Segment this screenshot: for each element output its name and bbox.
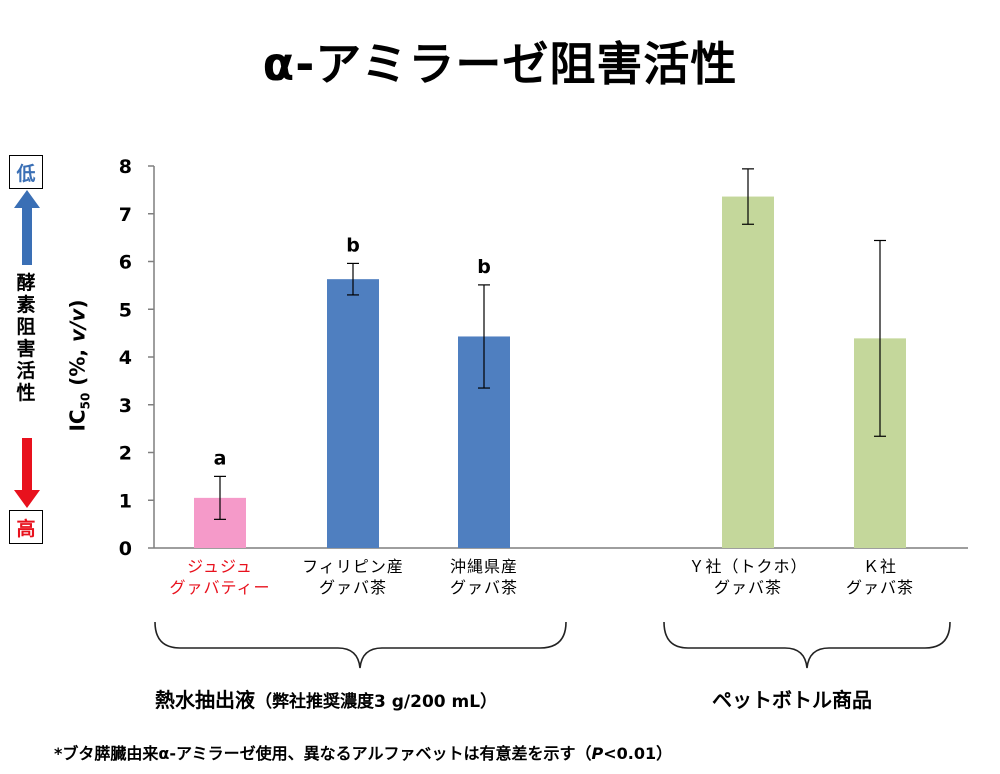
bar: [327, 279, 379, 548]
side-label-char: 阻: [16, 316, 36, 338]
y-tick-label: 3: [119, 395, 132, 417]
hot-water-extract-label: 熱水抽出液（弊社推奨濃度3 g/200 mL）: [155, 684, 497, 713]
footnote: *ブタ膵臓由来α-アミラーゼ使用、異なるアルファベットは有意差を示す（P<0.0…: [54, 744, 673, 763]
y-tick-label: 8: [119, 156, 132, 178]
y-tick-label: 0: [119, 538, 132, 560]
significance-label: b: [346, 234, 360, 256]
high-indicator-box: 高: [9, 510, 43, 544]
side-label-char: 性: [16, 382, 36, 404]
low-label: 低: [16, 162, 36, 185]
left-group-brace: [154, 621, 567, 669]
y-tick-label: 7: [119, 204, 132, 226]
up-arrow-icon: [14, 190, 40, 265]
category-label-line: ジュジュ: [187, 557, 253, 576]
hot-water-extract-main: 熱水抽出液: [155, 688, 255, 712]
down-arrow-icon: [14, 438, 40, 508]
category-label: ジュジュグァバティー: [140, 556, 300, 598]
y-tick-label: 6: [119, 252, 132, 274]
category-label-line: グァバ茶: [318, 578, 387, 597]
y-tick-label: 5: [119, 299, 132, 321]
significance-label: b: [477, 256, 491, 278]
category-label: 沖縄県産 グァバ茶: [404, 556, 564, 598]
category-label-line: グァバ茶: [713, 578, 782, 597]
low-indicator-box: 低: [9, 155, 43, 189]
significance-label: a: [214, 447, 227, 469]
group-braces: [154, 621, 951, 669]
y-tick-label: 1: [119, 490, 132, 512]
category-label-line: グァバティー: [169, 578, 271, 597]
high-label: 高: [16, 517, 36, 540]
bar: [722, 196, 774, 548]
enzyme-inhibition-label: 酵素阻害活性: [14, 272, 38, 404]
y-tick-label: 2: [119, 443, 132, 465]
side-label-char: 素: [16, 294, 36, 316]
side-label-char: 害: [16, 338, 36, 360]
side-label-char: 活: [16, 360, 36, 382]
pet-bottle-label: ペットボトル商品: [712, 688, 872, 712]
recommended-concentration: （弊社推奨濃度3 g/200 mL）: [255, 692, 498, 712]
y-tick-label: 4: [119, 347, 132, 369]
category-label-line: グァバ茶: [449, 578, 518, 597]
side-label-char: 酵: [16, 272, 36, 294]
category-label: Ｙ社（トクホ） グァバ茶: [668, 556, 828, 598]
category-label-line: Ｙ社（トクホ）: [688, 557, 808, 576]
category-label: Ｋ社グァバ茶: [800, 556, 960, 598]
category-label-line: Ｋ社: [862, 557, 897, 576]
right-group-brace: [663, 621, 951, 669]
category-label-line: グァバ茶: [845, 578, 914, 597]
category-label-line: 沖縄県産: [449, 557, 518, 576]
bar-chart: 0 1 2 3 4 5 6 7 8 a b b: [119, 156, 968, 560]
page-title: α-アミラーゼ阻害活性: [262, 37, 738, 91]
category-label: フィリピン産 グァバ茶: [273, 556, 433, 598]
category-label-line: フィリピン産: [302, 557, 404, 576]
